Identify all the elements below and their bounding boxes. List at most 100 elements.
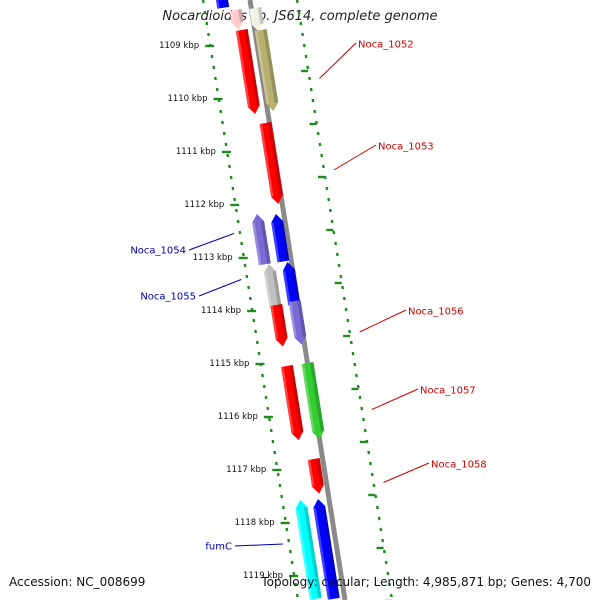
scale-tick — [214, 76, 217, 81]
gene-arrow-highlight — [270, 305, 279, 340]
scale-tick — [384, 560, 388, 565]
gene-label[interactable]: Noca_1055 — [140, 292, 196, 303]
scale-label: 1112 kbp — [184, 200, 224, 210]
scale-tick — [309, 87, 313, 92]
gene-arrow[interactable] — [229, 9, 245, 31]
scale-tick — [325, 186, 329, 191]
scale-label: 1118 kbp — [235, 518, 275, 528]
callout-line — [371, 388, 419, 410]
scale-tick — [236, 219, 240, 224]
gene-arrow[interactable] — [307, 458, 325, 494]
gene-arrow[interactable] — [282, 261, 301, 306]
gene-arrow-body — [252, 214, 271, 266]
scale-tick — [243, 263, 247, 268]
topology-summary: Topology: circular; Length: 4,985,871 bp… — [261, 575, 591, 589]
gene-arrow-highlight — [229, 10, 235, 23]
gene-arrow[interactable] — [263, 263, 282, 308]
gene-arrow[interactable] — [281, 365, 305, 441]
scale-tick — [346, 318, 350, 323]
accession-text: Accession: NC_008699 — [9, 575, 146, 589]
gene-arrow[interactable] — [294, 499, 322, 600]
gene-arrow-highlight — [295, 508, 313, 600]
callout-line — [383, 462, 430, 483]
gene-arrow-body — [249, 7, 264, 32]
scale-tick — [201, 0, 205, 4]
scale-tick — [299, 21, 303, 26]
gene-label[interactable]: Noca_1053 — [378, 142, 434, 153]
gene-arrow[interactable] — [288, 300, 308, 345]
gene-arrow-body — [264, 264, 282, 308]
gene-arrow[interactable] — [214, 0, 230, 9]
gene-arrow-body — [235, 29, 260, 114]
gene-label[interactable]: Noca_1057 — [420, 386, 476, 397]
scale-tick — [220, 120, 224, 125]
scale-tick — [273, 450, 277, 455]
scale-tick — [301, 32, 305, 37]
gene-arrow[interactable] — [249, 7, 265, 33]
gene-arrow-body — [271, 214, 290, 263]
scale-tick — [355, 373, 358, 378]
gene-arrow[interactable] — [312, 498, 340, 600]
gene-arrow[interactable] — [270, 304, 288, 347]
scale-tick — [288, 549, 292, 554]
gene-arrow-highlight — [215, 0, 220, 9]
scale-tick — [203, 10, 207, 15]
gene-label[interactable]: Noca_1054 — [130, 246, 186, 257]
scale-tick — [372, 483, 376, 488]
gene-arrow-body — [282, 262, 301, 306]
scale-tick — [271, 439, 275, 444]
scale-tick — [226, 153, 230, 158]
gene-arrow[interactable] — [251, 213, 271, 266]
scale-tick — [349, 340, 353, 345]
gene-callouts: Noca_1052 Noca_1053 Noca_1054 Noca_1055 Noca… — [130, 40, 486, 553]
scale-tick — [368, 461, 372, 466]
scale-label: 1109 kbp — [159, 41, 199, 51]
scale-tick — [205, 21, 209, 26]
gene-arrow-highlight — [313, 507, 331, 600]
scale-tick — [341, 285, 345, 290]
scale-tick — [269, 428, 273, 433]
callout-line — [333, 144, 377, 171]
scale-tick — [280, 494, 284, 499]
scale-tick — [314, 120, 318, 125]
scale-tick — [238, 230, 242, 235]
scale-tick — [375, 505, 379, 510]
gene-arrow[interactable] — [235, 29, 261, 115]
callout-line — [359, 309, 407, 333]
callout-line — [188, 233, 235, 251]
scale-tick — [219, 109, 223, 114]
gene-arrow-body — [215, 0, 230, 9]
scale-tick — [360, 406, 364, 411]
scale-tick — [240, 241, 244, 246]
scale-tick — [224, 142, 228, 147]
gene-arrow[interactable] — [270, 213, 290, 263]
gene-arrow-body — [313, 499, 340, 600]
scale-tick — [389, 593, 393, 598]
gene-label[interactable]: Noca_1056 — [408, 307, 464, 318]
scale-label: 1115 kbp — [209, 359, 249, 369]
gene-arrow-body — [301, 362, 325, 440]
gene-arrow[interactable] — [259, 122, 285, 205]
scale-tick — [381, 538, 385, 543]
gene-arrow-shade — [238, 9, 244, 23]
scale-tick — [370, 472, 374, 477]
gene-arrow[interactable] — [301, 362, 326, 440]
scale-tick — [297, 10, 301, 15]
gene-arrow-highlight — [259, 123, 274, 198]
gene-arrow-shade — [272, 270, 282, 307]
gene-arrow-shade — [279, 220, 290, 262]
scale-tick — [367, 450, 371, 455]
gene-label[interactable]: Noca_1058 — [431, 460, 487, 471]
scale-tick — [327, 197, 331, 202]
scale-tick — [342, 296, 346, 301]
scale-tick — [295, 593, 299, 598]
gene-label[interactable]: fumC — [205, 542, 232, 553]
scale-label: 1110 kbp — [167, 94, 207, 104]
scale-tick — [252, 318, 256, 323]
gene-label[interactable]: Noca_1052 — [358, 40, 414, 51]
scale-tick — [382, 549, 386, 554]
gene-arrow[interactable] — [254, 29, 280, 112]
scale-tick — [222, 131, 226, 136]
scale-tick — [245, 274, 249, 279]
scale-tick — [287, 538, 291, 543]
